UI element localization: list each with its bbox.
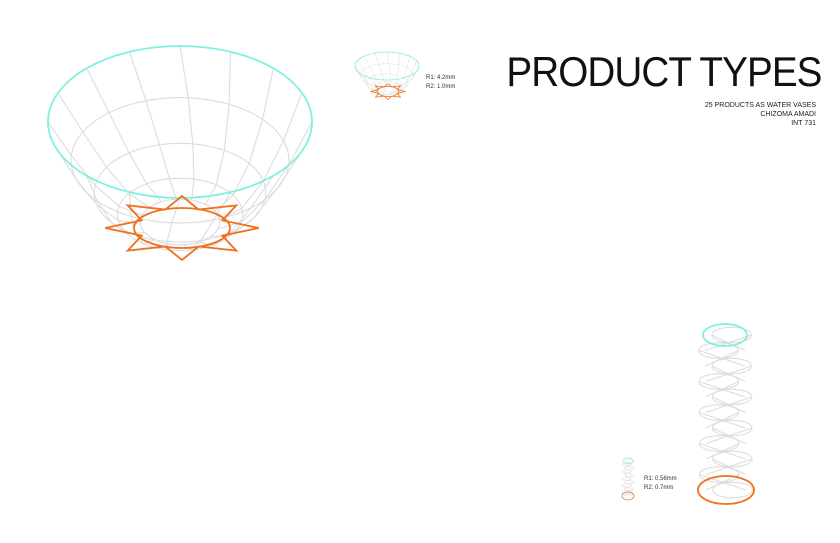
wireframe-line	[705, 381, 739, 398]
wireframe-ring	[139, 198, 221, 246]
bowl-r1-label: R1: 4.2mm	[426, 75, 456, 81]
wireframe-line	[386, 51, 391, 87]
wireframe-ring	[698, 435, 740, 452]
wireframe-ring	[116, 177, 244, 252]
large-tower-vase	[697, 323, 755, 505]
wireframe-ring	[711, 388, 753, 406]
wireframe-ring	[371, 81, 403, 96]
wireframe-line	[705, 334, 752, 352]
wireframe-line	[705, 412, 739, 429]
base-ring	[133, 207, 231, 249]
wireframe-ring	[70, 97, 290, 224]
wireframe-line	[198, 175, 274, 246]
wireframe-line	[705, 458, 753, 476]
top-ring	[702, 323, 748, 347]
wireframe-ring	[365, 73, 409, 93]
tower-r2-label: R2: 0.7mm	[644, 485, 674, 491]
base-ring	[621, 491, 635, 501]
wireframe-line	[128, 51, 177, 200]
page-title: PRODUCT TYPES	[506, 48, 823, 95]
wireframe-line	[214, 68, 274, 212]
top-ring	[354, 51, 420, 81]
base-ring	[697, 475, 755, 505]
wireframe-line	[392, 53, 400, 87]
bowl-r2-label: R2: 1.0mm	[426, 84, 456, 90]
large-bowl-vase	[47, 45, 313, 262]
wireframe-line	[705, 427, 753, 445]
wireframe-ring	[624, 493, 635, 499]
wireframe-line	[57, 150, 141, 225]
wireframe-line	[179, 45, 195, 201]
tower-r1-label: R1: 0.56mm	[644, 476, 677, 482]
wireframe-ring	[93, 142, 267, 243]
subtitle-course: INT 731	[791, 120, 816, 127]
wireframe-line	[219, 92, 303, 221]
top-ring	[622, 457, 634, 465]
wireframe-ring	[698, 404, 740, 421]
wireframe-line	[204, 51, 232, 205]
wireframe-ring	[711, 357, 753, 375]
star-base	[370, 82, 406, 101]
wireframe-ring	[712, 450, 753, 468]
wireframe-ring	[360, 63, 414, 87]
star-base	[105, 194, 259, 262]
wireframe-line	[383, 79, 388, 96]
wireframe-ring	[712, 481, 753, 499]
wireframe-line	[364, 55, 383, 87]
wireframe-line	[705, 365, 752, 383]
small-tower-vase	[621, 457, 635, 501]
wireframe-line	[705, 350, 739, 367]
subtitle-products: 25 PRODUCTS AS WATER VASES	[704, 102, 816, 109]
wireframe-ring	[711, 419, 753, 437]
wireframe-ring	[698, 373, 740, 390]
wireframe-line	[705, 396, 752, 414]
base-ring	[376, 86, 400, 97]
wireframe-line	[374, 52, 387, 86]
subtitle-author: CHIZOMA AMADI	[760, 111, 816, 118]
wireframe-line	[217, 121, 313, 230]
small-bowl-vase	[354, 51, 420, 101]
wireframe-line	[705, 443, 740, 460]
